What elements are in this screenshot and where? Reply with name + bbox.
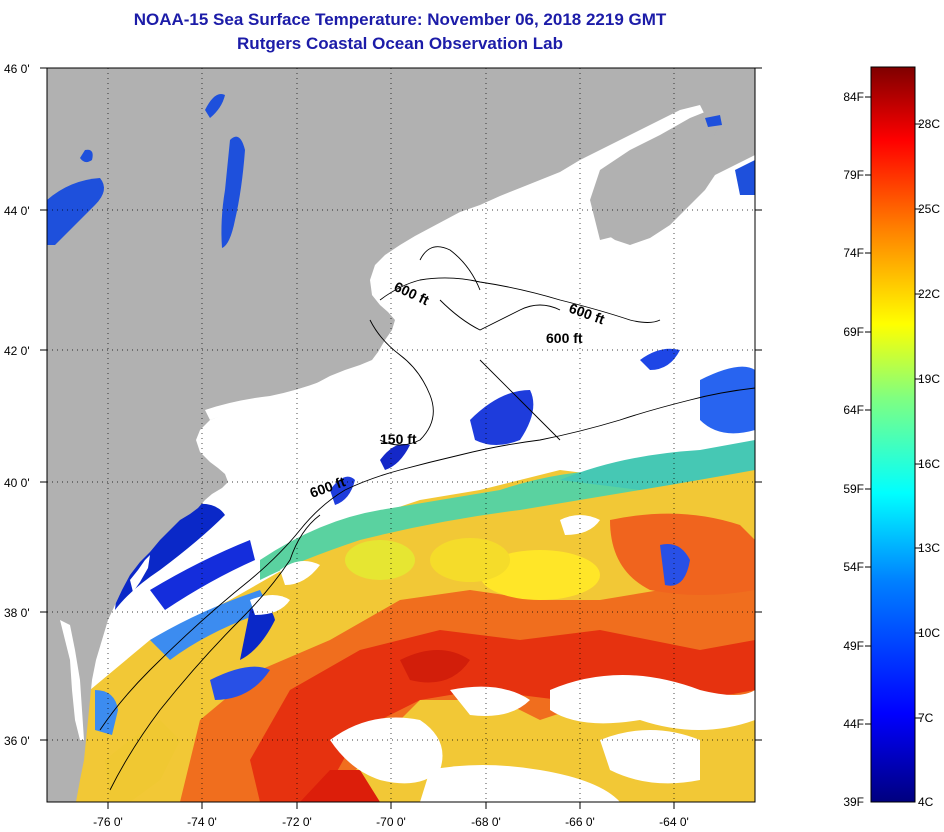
- colorbar-f-label: 74F: [843, 246, 864, 260]
- colorbar-c-label: 28C: [918, 117, 940, 131]
- colorbar-f-label: 79F: [843, 168, 864, 182]
- lon-label: -70 0': [376, 815, 406, 829]
- graticule: [47, 68, 755, 802]
- map-panel: 600 ft 600 ft 600 ft 150 ft 600 ft: [47, 68, 755, 802]
- lon-label: -72 0': [282, 815, 312, 829]
- map-subtitle: Rutgers Coastal Ocean Observation Lab: [237, 34, 563, 53]
- lat-label: 40 0': [4, 476, 30, 490]
- lat-label: 36 0': [4, 734, 30, 748]
- colorbar-gradient: [870, 66, 916, 803]
- tick-marks: [40, 67, 762, 809]
- sst-field: [47, 348, 755, 802]
- colorbar-f-label: 54F: [843, 560, 864, 574]
- colorbar-f-label: 84F: [843, 90, 864, 104]
- lon-label: -68 0': [471, 815, 501, 829]
- cloud-gaps: [250, 515, 755, 802]
- colorbar-c-label: 16C: [918, 457, 940, 471]
- colorbar-f-label: 49F: [843, 639, 864, 653]
- lat-label: 44 0': [4, 204, 30, 218]
- colorbar-c-label: 10C: [918, 626, 940, 640]
- colorbar: 84F 79F 74F 69F 64F 59F 54F 49F 44F 39F …: [843, 66, 940, 809]
- colorbar-f-label: 69F: [843, 325, 864, 339]
- lat-label: 42 0': [4, 344, 30, 358]
- colorbar-c-label: 7C: [918, 711, 934, 725]
- lon-label: -76 0': [93, 815, 123, 829]
- inland-lakes: [47, 94, 755, 248]
- lon-label: -66 0': [565, 815, 595, 829]
- land-mass: [47, 68, 755, 802]
- map-frame: [46, 67, 756, 803]
- colorbar-c-label: 13C: [918, 541, 940, 555]
- lat-label: 38 0': [4, 606, 30, 620]
- lat-label: 46 0': [4, 62, 30, 76]
- colorbar-f-label: 39F: [843, 795, 864, 809]
- map-title: NOAA-15 Sea Surface Temperature: Novembe…: [133, 10, 667, 29]
- lon-label: -64 0': [659, 815, 689, 829]
- colorbar-c-label: 25C: [918, 202, 940, 216]
- colorbar-c-label: 4C: [918, 795, 934, 809]
- lon-label: -74 0': [187, 815, 217, 829]
- contour-label: 600 ft: [546, 330, 583, 346]
- colorbar-f-label: 64F: [843, 403, 864, 417]
- colorbar-c-label: 22C: [918, 287, 940, 301]
- contour-label: 150 ft: [380, 431, 417, 447]
- colorbar-f-label: 44F: [843, 717, 864, 731]
- bathymetry-contours: [99, 246, 755, 791]
- colorbar-c-label: 19C: [918, 372, 940, 386]
- colorbar-f-label: 59F: [843, 482, 864, 496]
